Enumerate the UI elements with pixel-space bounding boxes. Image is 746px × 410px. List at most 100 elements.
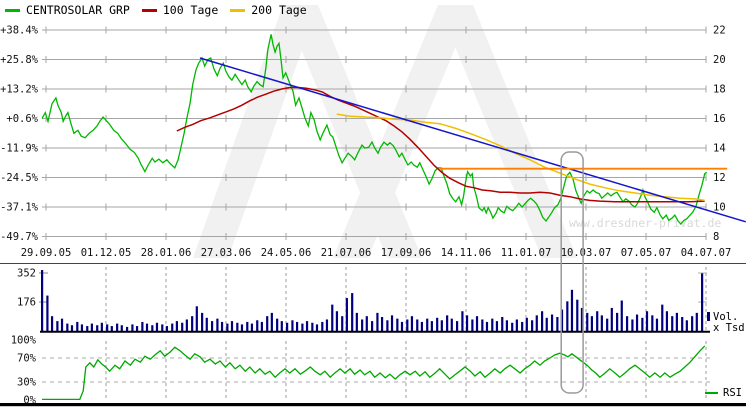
chart-legend: CENTROSOLAR GRP 100 Tage 200 Tage <box>5 3 307 17</box>
volume-bar <box>341 316 344 331</box>
volume-bar <box>236 322 239 331</box>
volume-bar <box>430 321 433 331</box>
price-axis-left-label: +13.2% <box>0 84 39 96</box>
date-label: 27.03.06 <box>201 247 252 259</box>
volume-bar <box>125 326 129 331</box>
rsi-axis-label: 100% <box>11 335 37 347</box>
series-100-tage <box>176 86 705 203</box>
volume-bar <box>406 319 409 331</box>
volume-bar <box>586 312 589 331</box>
watermark-logo-shape <box>193 5 318 258</box>
date-label: 01.12.05 <box>81 247 132 259</box>
volume-bar <box>525 317 528 331</box>
price-axis-right-label: 14 <box>713 143 726 155</box>
volume-bar <box>266 316 269 331</box>
volume-bar <box>685 320 688 331</box>
volume-bar <box>185 319 188 331</box>
date-label: 11.01.07 <box>501 247 552 259</box>
volume-bar <box>145 323 149 331</box>
volume-bar <box>295 321 299 331</box>
volume-bar <box>616 312 619 331</box>
volume-bar <box>576 299 579 331</box>
volume-bar <box>256 320 259 331</box>
watermark-logo-shape <box>438 5 577 258</box>
volume-bar <box>450 318 453 331</box>
volume-bar <box>96 325 99 331</box>
volume-bar <box>141 321 144 331</box>
date-label: 14.11.06 <box>441 247 492 259</box>
date-label: 29.09.05 <box>21 247 72 259</box>
volume-bar <box>511 322 514 331</box>
volume-bar <box>665 311 669 331</box>
price-axis-left-label: +38.4% <box>0 25 39 37</box>
highlight-selection-box[interactable] <box>560 151 584 394</box>
legend-item-ma200: 200 Tage <box>230 3 307 17</box>
watermark-logo-shape <box>333 5 473 258</box>
date-label: 21.07.06 <box>321 247 372 259</box>
volume-bar <box>521 321 524 331</box>
volume-bar <box>695 312 698 331</box>
volume-bar <box>606 318 609 331</box>
volume-bar <box>501 316 504 331</box>
volume-bar <box>550 314 554 331</box>
volume-bar <box>325 319 329 331</box>
volume-bar <box>41 270 44 331</box>
rsi-label: RSI <box>723 387 742 399</box>
volume-bar <box>100 322 103 331</box>
volume-bar <box>70 325 74 331</box>
volume-bar <box>86 326 89 331</box>
volume-bar <box>456 321 459 331</box>
legend-item-ma100: 100 Tage <box>141 3 218 17</box>
volume-bar <box>195 306 198 331</box>
rsi-line-swatch-icon <box>705 392 718 394</box>
rsi-axis-label: 70% <box>17 353 37 365</box>
series-abwaertstrendlinie <box>199 57 746 223</box>
volume-bar <box>556 316 559 331</box>
volume-bar <box>426 318 429 331</box>
volume-bar <box>321 321 324 331</box>
volume-bar <box>475 316 479 331</box>
volume-bar <box>291 320 294 331</box>
volume-bar <box>371 321 374 331</box>
volume-bar <box>505 320 508 331</box>
volume-bar <box>165 326 169 331</box>
volume-bar <box>446 315 449 331</box>
volume-bar <box>661 304 664 331</box>
volume-bar <box>485 321 489 331</box>
volume-bar <box>376 312 379 331</box>
volume-bar <box>66 323 69 331</box>
series-200-tage <box>336 113 705 202</box>
date-label: 10.03.07 <box>561 247 612 259</box>
volume-bar <box>205 317 208 331</box>
volume-bar <box>46 295 49 331</box>
volume-bar <box>80 324 84 331</box>
volume-bar <box>175 321 178 331</box>
volume-bar <box>495 321 499 331</box>
volume-bar <box>535 315 538 331</box>
volume-bar <box>171 323 174 331</box>
volume-bar <box>655 318 659 331</box>
volume-bar <box>116 323 119 331</box>
volume-bar <box>201 312 204 331</box>
volume-bar <box>191 316 194 331</box>
volume-bar <box>210 321 214 331</box>
volume-legend-row: Vol. <box>707 311 745 323</box>
price-line-swatch-icon <box>5 8 20 12</box>
volume-bar <box>410 316 414 331</box>
volume-axis-label: 176 <box>17 297 36 309</box>
volume-bar <box>155 322 159 331</box>
volume-bar <box>590 316 593 331</box>
volume-axis-label: 352 <box>17 268 36 280</box>
rsi-legend: RSI <box>705 387 742 399</box>
volume-bar <box>651 315 654 331</box>
volume-bar <box>681 316 684 331</box>
window-bottom-border <box>0 403 746 407</box>
date-label: 07.05.07 <box>621 247 672 259</box>
volume-bar <box>491 318 494 331</box>
date-label: 28.01.06 <box>141 247 192 259</box>
volume-bar <box>361 319 364 331</box>
volume-bar <box>260 321 263 331</box>
volume-bar <box>355 312 358 331</box>
volume-bar <box>420 321 424 331</box>
